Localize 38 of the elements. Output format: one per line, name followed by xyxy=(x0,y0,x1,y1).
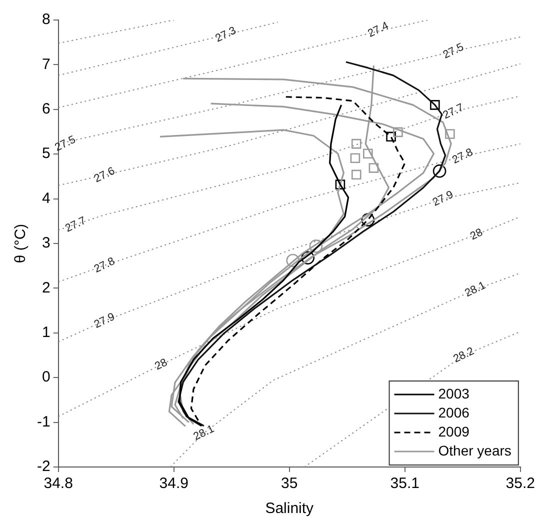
y-tick-label: 0 xyxy=(42,368,50,386)
annotation: 28 xyxy=(468,226,485,243)
y-tick-label: 8 xyxy=(42,11,50,28)
legend-label: Other years xyxy=(438,442,512,458)
annotation: 27.3 xyxy=(214,24,238,45)
annotation: 27.8 xyxy=(92,255,117,276)
y-tick-label: -2 xyxy=(36,458,50,476)
x-tick-label: 35.1 xyxy=(390,475,420,492)
annotation: 27.5 xyxy=(53,134,78,154)
annotation: 28.1 xyxy=(463,280,488,300)
annotation: 27.9 xyxy=(92,310,117,331)
annotation: 28.2 xyxy=(452,345,476,366)
legend-label: 2006 xyxy=(438,404,470,420)
x-tick-label: 34.8 xyxy=(44,475,73,492)
y-tick-label: 4 xyxy=(42,190,50,207)
x-tick-label: 34.9 xyxy=(159,475,188,492)
legend-label: 2009 xyxy=(438,423,470,440)
x-tick-label: 35.2 xyxy=(506,475,536,492)
annotation: 28 xyxy=(153,356,170,373)
annotation: 27.9 xyxy=(430,188,456,209)
x-axis-title: Salinity xyxy=(265,500,314,518)
annotation: 27.5 xyxy=(441,41,466,62)
annotation: 27.4 xyxy=(366,20,391,40)
y-tick-label: 7 xyxy=(42,56,50,73)
legend-label: 2003 xyxy=(438,385,470,402)
annotation: 27.7 xyxy=(441,102,466,122)
annotation: 27.7 xyxy=(63,214,88,235)
x-tick-label: 35 xyxy=(281,475,298,492)
y-tick-label: 5 xyxy=(42,145,50,162)
y-tick-label: 3 xyxy=(42,234,50,252)
annotation: 28.1 xyxy=(192,423,216,444)
y-tick-label: 6 xyxy=(42,100,50,118)
y-tick-label: 1 xyxy=(42,324,50,342)
y-axis-title: θ (°C) xyxy=(12,224,30,264)
y-tick-label: 2 xyxy=(42,279,50,296)
annotation: 27.8 xyxy=(450,146,475,166)
annotation: 27.6 xyxy=(92,165,117,186)
y-tick-label: -1 xyxy=(36,413,50,430)
